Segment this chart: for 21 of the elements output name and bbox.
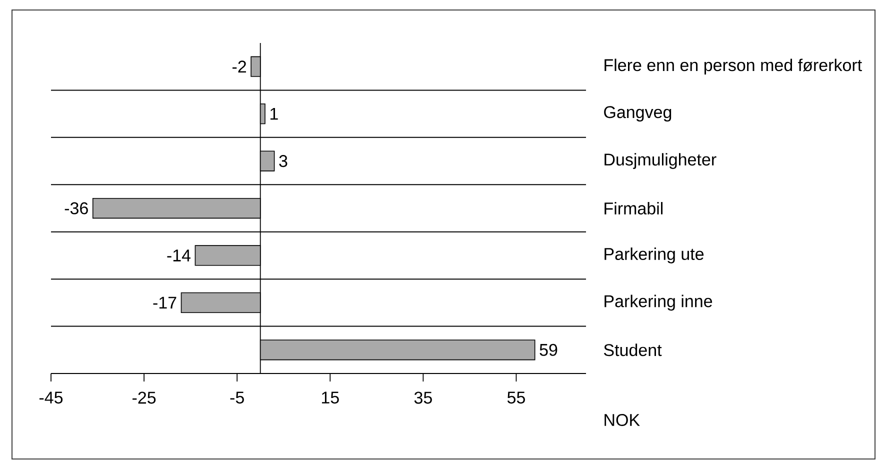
data-label: -17 [153, 296, 176, 309]
data-label: -36 [64, 202, 88, 214]
y-tick-label: Parkering inne [604, 294, 712, 311]
y-tick-label: Firmabil [604, 202, 663, 214]
y-tick-label: Gangveg [604, 106, 672, 122]
y-tick-label: Dusjmuligheter [604, 153, 716, 169]
x-tick-label: 55 [507, 392, 525, 404]
y-tick-label: Flere enn en person med førerkort [604, 58, 862, 75]
data-label: 1 [270, 108, 278, 120]
y-tick-label: Parkering ute [604, 248, 704, 264]
x-tick-label: 15 [322, 392, 339, 404]
data-label: -14 [167, 250, 191, 262]
data-label: 3 [279, 155, 288, 168]
data-label: 59 [540, 344, 558, 356]
x-tick-label: -5 [230, 392, 244, 404]
x-axis-title: NOK [604, 414, 640, 426]
x-tick-label: -45 [39, 392, 63, 404]
x-tick-label: 35 [414, 392, 432, 404]
data-label: -2 [232, 60, 246, 73]
y-tick-label: Student [604, 344, 662, 356]
x-tick-label: -25 [132, 392, 156, 404]
